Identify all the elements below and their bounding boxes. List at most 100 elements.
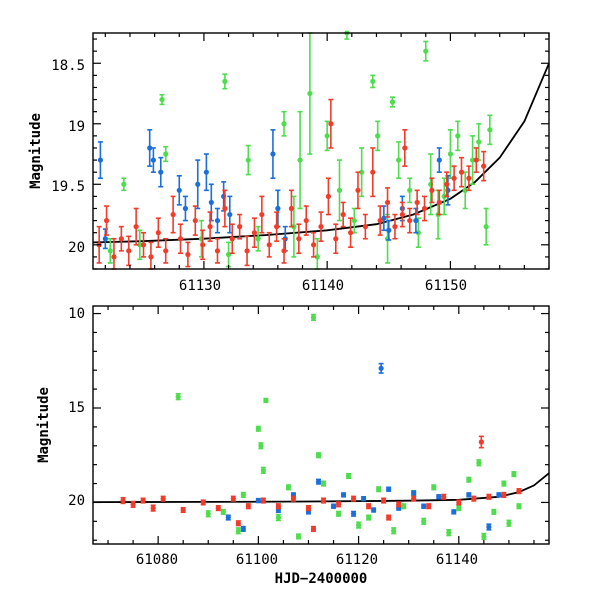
green-data-point [491,508,497,515]
green-marker [423,48,429,54]
blue-data-point [315,478,322,485]
blue-marker [195,181,201,187]
red-data-point [370,147,376,198]
red-data-point [200,499,206,506]
blue-marker [466,492,472,498]
red-data-point [133,207,139,246]
red-data-point [501,491,507,498]
red-marker [444,181,450,187]
bottom-ytick-label: 10 [68,306,85,322]
green-data-point [297,110,303,210]
green-marker [281,121,287,127]
green-data-point [469,135,476,186]
red-data-point [296,223,302,255]
green-data-point [310,313,317,321]
red-data-point [155,217,161,249]
blue-marker [182,205,189,212]
blue-data-point [486,523,492,531]
blue-marker [350,511,357,517]
x-axis-label: HJD−2400000 [275,571,368,587]
green-data-point [307,32,313,155]
red-data-point [384,187,391,218]
red-data-point [120,496,126,505]
red-data-point [362,213,368,240]
green-marker [263,397,269,404]
red-marker [290,496,297,502]
blue-data-point [225,514,231,521]
green-data-point [370,74,376,89]
red-data-point [396,501,402,508]
red-marker [251,230,258,236]
red-marker [370,169,376,175]
green-data-point [476,459,482,467]
blue-marker [158,169,164,175]
top-ytick-label: 18.5 [51,58,85,74]
green-marker [446,530,452,536]
red-data-point [333,223,339,255]
red-marker [333,236,339,242]
red-data-point [140,231,147,258]
top-axis-ticks [93,33,550,270]
green-marker [455,133,461,139]
red-marker [111,254,117,260]
blue-data-point [371,507,377,513]
green-data-point [466,476,472,483]
green-data-point [447,129,454,180]
red-data-point [451,165,457,192]
green-marker [307,90,313,97]
red-marker [200,499,206,506]
red-marker [414,199,420,206]
red-data-point [350,495,357,502]
red-data-point [237,213,243,240]
bottom-axis-ticks [93,306,549,544]
red-marker [215,505,221,511]
green-marker [516,503,522,509]
blue-data-point [240,525,246,532]
red-data-point [222,189,228,228]
red-data-point [215,505,221,512]
green-marker [370,78,376,85]
blue-data-point [150,147,156,173]
green-marker [315,452,322,458]
red-data-point [163,237,169,264]
red-marker [347,230,354,236]
red-data-point [310,525,317,532]
blue-data-point [147,129,153,167]
blue-data-point [182,195,189,222]
blue-marker [436,494,442,500]
green-data-point [220,508,226,515]
red-data-point [340,201,346,228]
red-marker [471,496,477,502]
red-marker [411,496,417,502]
red-data-point [290,495,297,502]
green-marker [137,242,143,248]
red-marker [473,157,479,163]
red-marker [441,494,447,500]
red-data-point [185,241,191,268]
bottom-xtick-label: 61100 [236,552,278,568]
bottom-panel: 10 15 20 61080 61100 61120 61140 Magnitu… [36,305,550,587]
green-data-point [285,484,292,491]
green-data-point [501,480,507,487]
blue-data-point [270,129,276,180]
red-marker [516,488,522,494]
red-marker [266,242,272,248]
red-marker [160,496,166,502]
green-data-point [240,491,246,498]
red-marker [177,236,184,242]
green-marker [320,480,327,487]
bottom-ytick-label: 15 [68,400,85,416]
blue-marker [315,479,322,485]
red-marker [229,236,235,242]
green-marker [431,484,437,490]
blue-data-point [381,205,387,232]
bottom-y-tick-labels: 10 15 20 [68,306,85,509]
red-marker [288,205,295,212]
blue-marker [378,365,384,371]
green-data-point [516,503,522,510]
bottom-ytick-label: 20 [68,493,85,509]
red-data-point [251,217,258,249]
top-xtick-label: 61130 [179,278,221,294]
green-data-point [260,466,266,474]
